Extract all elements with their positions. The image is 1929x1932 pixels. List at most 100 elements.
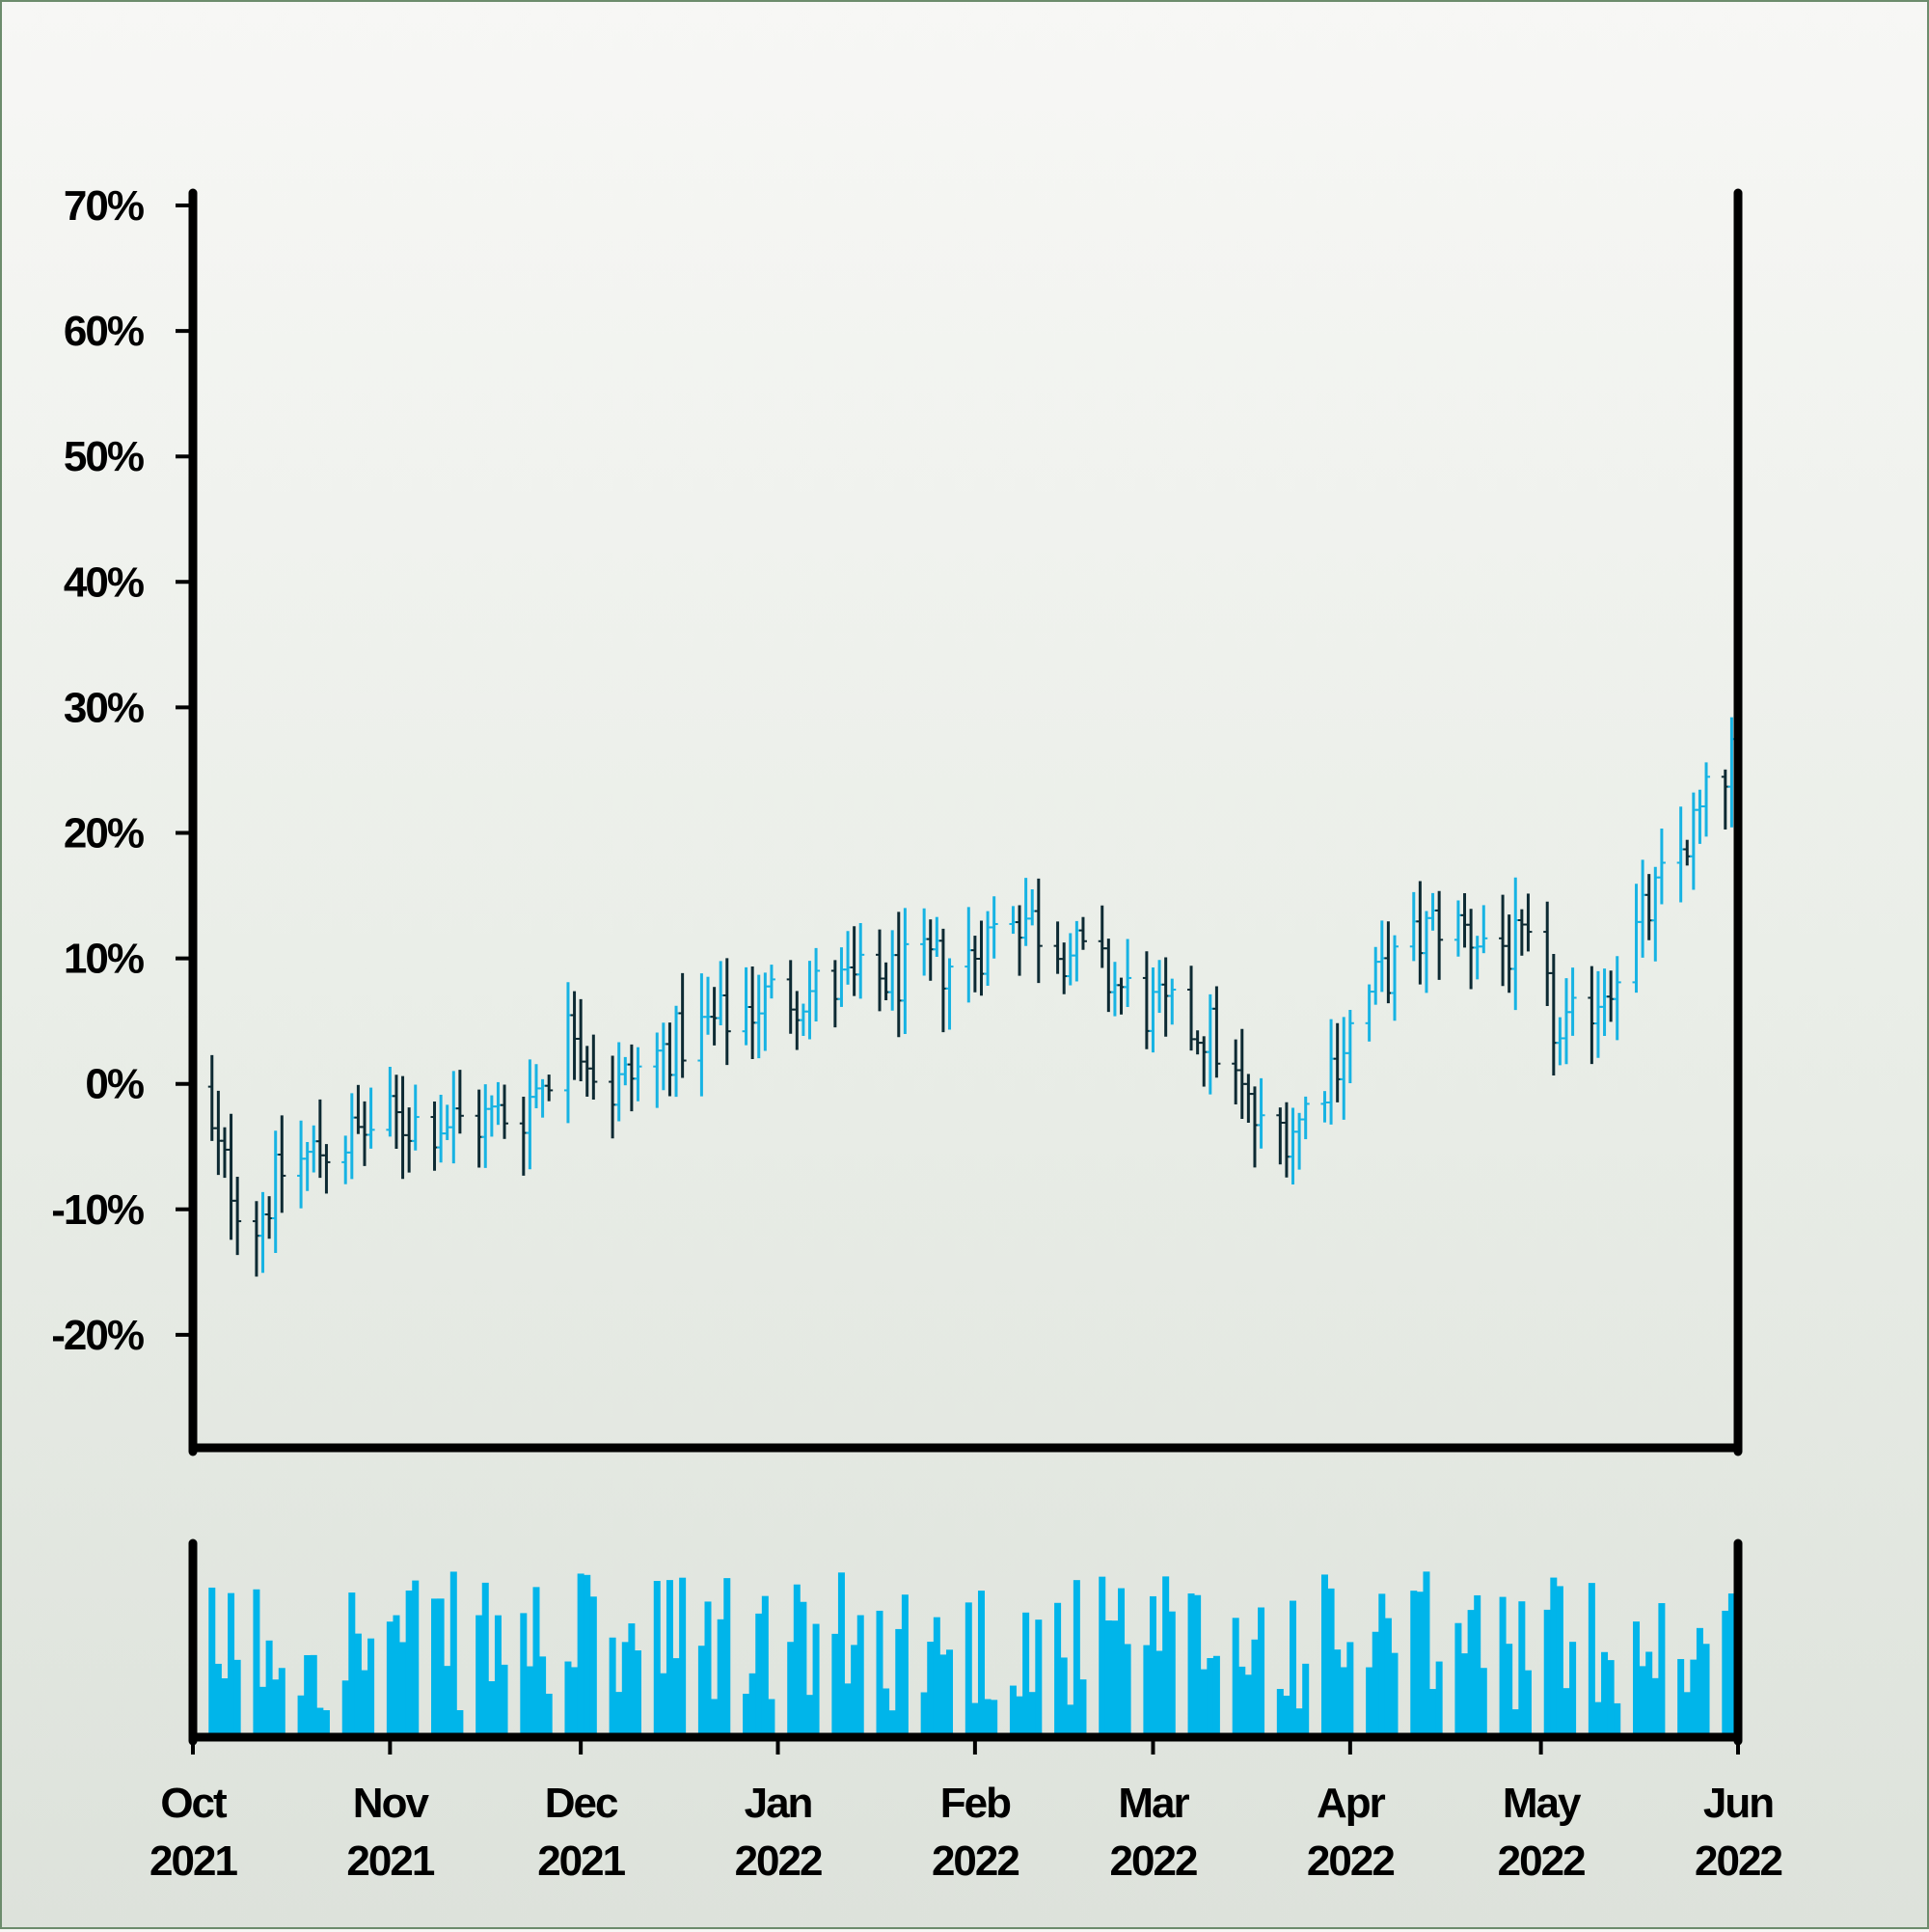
volume-bar — [1645, 1651, 1653, 1737]
volume-bar — [1410, 1591, 1418, 1737]
ohlc-bar — [1301, 1096, 1310, 1140]
volume-bar — [1601, 1651, 1609, 1737]
volume-bar — [1524, 1670, 1532, 1737]
volume-bar — [272, 1679, 280, 1737]
volume-bar — [1244, 1674, 1252, 1737]
ohlc-bar — [1549, 953, 1558, 1076]
volume-bar — [341, 1680, 349, 1737]
ohlc-bar — [252, 1201, 260, 1277]
volume-bar — [876, 1610, 883, 1737]
ohlc-bar — [1556, 1017, 1564, 1066]
ohlc-bar — [704, 976, 712, 1035]
volume-bar — [1149, 1595, 1156, 1737]
ohlc-bar — [589, 1034, 598, 1100]
ohlc-bar — [812, 947, 821, 1021]
ohlc-bar — [1613, 956, 1621, 1041]
volume-bar — [1391, 1652, 1399, 1737]
ohlc-bar — [494, 1081, 503, 1126]
ohlc-bar — [1505, 914, 1513, 993]
ohlc-bar — [315, 1099, 324, 1179]
ohlc-bar — [1161, 957, 1170, 1037]
ohlc-bar — [653, 1032, 662, 1108]
ohlc-bar — [1345, 1010, 1354, 1083]
volume-bar — [564, 1661, 572, 1737]
ohlc-bar — [455, 1070, 464, 1134]
volume-bar — [1372, 1631, 1379, 1737]
ohlc-bar — [933, 916, 941, 958]
volume-bar — [1124, 1644, 1131, 1737]
volume-bar — [233, 1659, 241, 1737]
volume-bar — [1677, 1659, 1685, 1737]
volume-bar — [743, 1693, 750, 1737]
ohlc-bar — [532, 1064, 540, 1108]
ohlc-bar — [920, 908, 929, 976]
volume-bar — [844, 1683, 852, 1737]
volume-bar — [1423, 1571, 1430, 1737]
volume-bar — [939, 1654, 947, 1737]
volume-bar — [697, 1646, 705, 1737]
y-tick-label: 60% — [64, 308, 144, 355]
ohlc-bar — [964, 907, 973, 1003]
y-tick-label: 50% — [64, 433, 144, 480]
volume-bar — [1384, 1618, 1392, 1737]
ohlc-bar — [876, 929, 883, 1012]
volume-bar — [964, 1602, 972, 1737]
ohlc-bar — [1098, 905, 1106, 968]
volume-bar — [927, 1642, 935, 1737]
volume-bar — [412, 1580, 420, 1737]
ohlc-bar — [386, 1067, 394, 1137]
volume-bar — [1022, 1612, 1030, 1737]
ohlc-bar — [678, 972, 687, 1078]
ohlc-bar — [717, 961, 725, 1025]
ohlc-bar — [1333, 1022, 1342, 1102]
ohlc-bar — [1416, 881, 1425, 985]
ohlc-bar — [837, 947, 846, 1007]
volume-bar — [1683, 1692, 1691, 1737]
ohlc-bar — [1639, 859, 1647, 958]
ohlc-bar — [1257, 1077, 1265, 1149]
volume-bar — [589, 1596, 597, 1737]
ohlc-bar — [1467, 909, 1476, 990]
x-tick-label-year: 2022 — [1695, 1837, 1781, 1885]
ohlc-bar — [1244, 1074, 1253, 1123]
x-tick-label-year: 2022 — [1498, 1837, 1585, 1885]
ohlc-bar — [1327, 1019, 1336, 1125]
ohlc-bar — [1657, 829, 1666, 905]
ohlc-bar — [519, 1096, 528, 1176]
ohlc-bar — [481, 1084, 490, 1168]
volume-bar — [437, 1598, 445, 1737]
volume-bar — [214, 1663, 222, 1737]
volume-bar — [1696, 1627, 1703, 1737]
ohlc-bar — [1016, 905, 1024, 976]
volume-bar — [971, 1702, 979, 1737]
ohlc-bar — [609, 1055, 617, 1139]
volume-bar — [488, 1681, 496, 1737]
volume-bar — [1435, 1661, 1443, 1737]
volume-bar — [1467, 1610, 1475, 1737]
volume-bar — [946, 1649, 954, 1737]
ohlc-bar — [850, 926, 858, 996]
ohlc-bar — [227, 1113, 235, 1240]
volume-bar — [494, 1615, 502, 1737]
volume-bar — [354, 1633, 362, 1737]
volume-bar — [449, 1571, 457, 1737]
volume-bar — [1079, 1679, 1087, 1737]
volume-bar — [856, 1615, 864, 1737]
volume-bar — [208, 1587, 216, 1737]
ohlc-bar — [1289, 1107, 1297, 1185]
volume-bar — [883, 1688, 890, 1737]
volume-bar — [584, 1574, 591, 1737]
y-tick-label: 70% — [64, 182, 144, 230]
y-tick-label: -20% — [51, 1312, 144, 1359]
volume-bar — [1104, 1620, 1112, 1737]
ohlc-bar — [361, 1101, 368, 1166]
ohlc-bar — [1365, 984, 1373, 1042]
x-tick-label-month: Jan — [745, 1780, 812, 1827]
volume-bar — [1207, 1658, 1214, 1737]
volume-bar — [1633, 1621, 1641, 1737]
volume-bar — [1702, 1644, 1710, 1737]
volume-bar — [1290, 1600, 1297, 1737]
ohlc-bar — [1200, 1036, 1209, 1087]
volume-bar — [1060, 1657, 1068, 1737]
